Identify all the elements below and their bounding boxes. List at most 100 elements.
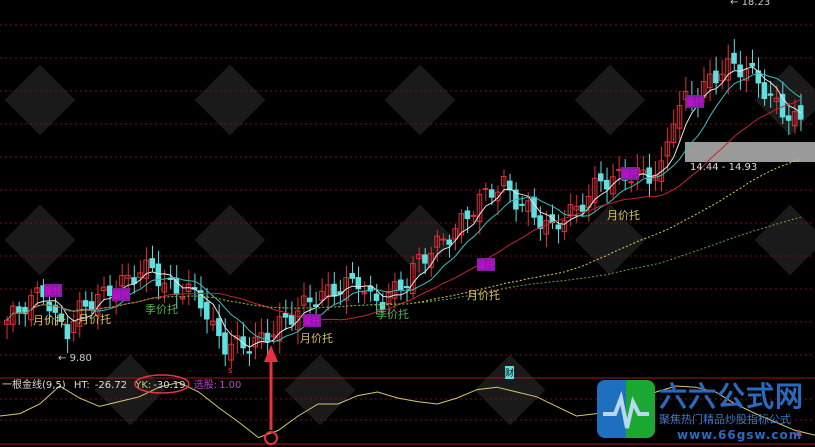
candle-body <box>507 180 513 191</box>
candle-body <box>482 187 489 190</box>
candle-body <box>500 175 507 187</box>
ma5-line <box>6 66 802 348</box>
logo-url: www.66gsw.com <box>677 428 803 442</box>
volume-support-tag: 量托 <box>112 288 131 301</box>
candle-body <box>458 213 465 236</box>
low-price-label: ← 9.80 <box>58 353 92 364</box>
candle-body <box>349 273 356 279</box>
candle-body <box>204 301 210 320</box>
candle-body <box>537 215 543 230</box>
candle-body <box>100 286 107 291</box>
candle-body <box>464 210 471 220</box>
candle-body <box>628 181 634 184</box>
indicator-name: 一根金线(9,5) <box>2 380 66 391</box>
logo-icon <box>597 380 655 438</box>
month-support-tag: 月价托 <box>78 313 111 326</box>
candle-body <box>767 93 774 96</box>
candle-body <box>597 173 604 182</box>
candle-body <box>240 336 246 349</box>
volume-support-tag: 量托 <box>621 167 640 180</box>
candle-body <box>16 306 22 314</box>
candle-body <box>276 316 283 342</box>
candle-body <box>46 301 52 312</box>
candle-body <box>440 238 446 241</box>
indicator-legend: 一根金线(9,5) HT: -26.72 YK: -30.19 选股: 1.00 <box>2 376 246 391</box>
logo-title: 六六公式网 <box>659 380 805 413</box>
ht-label: HT: <box>73 380 90 391</box>
candle-body <box>579 204 586 212</box>
candle-body <box>197 290 204 309</box>
candle-body <box>228 343 234 361</box>
select-highlight-ellipse <box>134 374 190 394</box>
candle-body <box>125 274 131 279</box>
season-support-tag: 季价托 <box>145 303 178 316</box>
candle-body <box>64 324 71 340</box>
candle-body <box>719 73 725 82</box>
watermark-diamond <box>4 204 76 276</box>
season-support-tag: 季价托 <box>376 308 409 321</box>
candle-body <box>664 141 671 157</box>
candle-body <box>585 195 592 208</box>
candle-body <box>343 277 349 301</box>
candle-body <box>385 292 392 304</box>
volume-support-tag: 量托 <box>686 95 705 108</box>
candle-body <box>76 300 83 327</box>
candle-body <box>525 200 531 212</box>
candle-body <box>591 177 598 204</box>
candle-body <box>131 277 137 284</box>
candle-body <box>149 258 156 269</box>
price-range-box <box>685 142 815 162</box>
watermark-diamond <box>194 64 266 136</box>
candle-body <box>470 214 477 217</box>
candle-body <box>791 111 798 127</box>
candle-body <box>452 228 459 240</box>
candle-body <box>743 69 749 81</box>
candle-body <box>446 239 452 245</box>
candle-body <box>270 334 277 338</box>
s-mark: s <box>228 366 233 376</box>
watermark-diamond <box>384 64 456 136</box>
candle-body <box>58 313 65 322</box>
watermark-diamond <box>574 64 646 136</box>
ma20-line <box>6 99 802 321</box>
candle-body <box>216 318 222 337</box>
candle-body <box>397 279 404 291</box>
candle-body <box>34 287 40 294</box>
candle-body <box>22 306 28 315</box>
candle-body <box>773 97 780 102</box>
candle-body <box>410 263 416 294</box>
candle-body <box>422 254 428 264</box>
candle-body <box>137 272 143 279</box>
candle-body <box>282 313 289 318</box>
candle-body <box>416 254 422 260</box>
candle-body <box>161 282 168 293</box>
month-support-tag: 月价托 <box>300 332 333 345</box>
candle-body <box>567 204 574 216</box>
candle-body <box>234 335 240 340</box>
candle-body <box>82 300 89 307</box>
candle-body <box>179 297 186 300</box>
candle-body <box>555 224 562 230</box>
candle-body <box>355 277 362 290</box>
high-price-label: ← 18.23 <box>730 0 770 8</box>
candle-body <box>167 277 174 280</box>
yk-label: YK: <box>135 380 152 391</box>
site-logo: 六六公式网 聚焦热门精品炒股指标公式 www.66gsw.com <box>597 377 815 447</box>
candle-body <box>561 220 568 233</box>
candle-body <box>604 179 610 190</box>
candle-body <box>573 205 580 211</box>
candle-body <box>434 235 440 248</box>
signal-circle <box>264 431 278 445</box>
volume-support-tag: 量托 <box>303 314 322 327</box>
candle-body <box>731 52 737 64</box>
candle-body <box>519 203 525 206</box>
select-value: 1.00 <box>219 380 242 391</box>
candle-body <box>531 196 537 218</box>
candle-body <box>246 351 252 354</box>
candle-body <box>52 304 59 313</box>
candle-body <box>749 62 756 67</box>
candle-body <box>210 320 216 326</box>
candle-body <box>797 105 804 120</box>
watermark-diamond <box>194 204 266 276</box>
candle-body <box>119 275 125 287</box>
